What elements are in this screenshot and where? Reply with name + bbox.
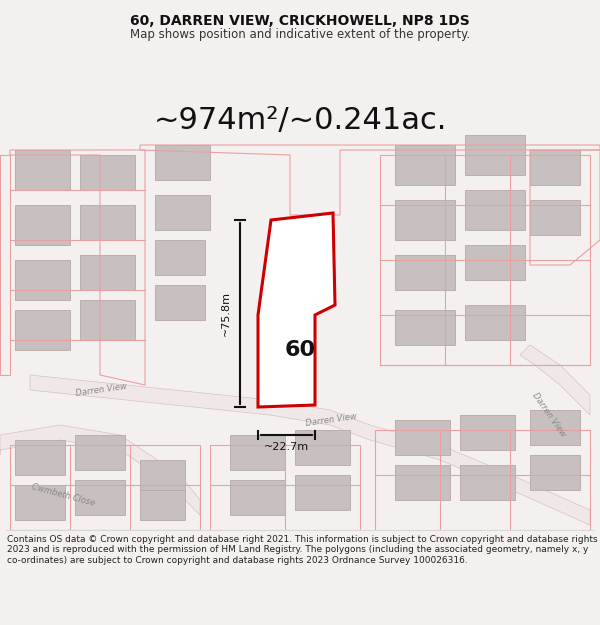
Bar bbox=[15, 310, 70, 350]
Bar bbox=[140, 490, 185, 520]
Bar bbox=[395, 255, 455, 290]
Bar bbox=[465, 135, 525, 175]
Bar bbox=[80, 205, 135, 240]
Bar bbox=[15, 150, 70, 190]
Bar bbox=[295, 430, 350, 465]
Bar bbox=[155, 145, 210, 180]
Text: Darren View: Darren View bbox=[305, 412, 358, 428]
Bar bbox=[395, 465, 450, 500]
Text: Cwmbeth Close: Cwmbeth Close bbox=[30, 482, 95, 508]
Bar bbox=[15, 205, 70, 245]
Text: ~974m²/~0.241ac.: ~974m²/~0.241ac. bbox=[154, 106, 446, 134]
Bar bbox=[295, 475, 350, 510]
Bar bbox=[155, 240, 205, 275]
Bar bbox=[530, 455, 580, 490]
Bar bbox=[395, 145, 455, 185]
Bar bbox=[80, 255, 135, 290]
Bar bbox=[395, 200, 455, 240]
Bar bbox=[530, 410, 580, 445]
Bar bbox=[230, 480, 285, 515]
Polygon shape bbox=[258, 213, 335, 407]
Bar bbox=[395, 420, 450, 455]
Bar bbox=[465, 305, 525, 340]
Text: 60: 60 bbox=[284, 340, 316, 360]
Bar bbox=[530, 200, 580, 235]
Bar bbox=[230, 435, 285, 470]
Text: Contains OS data © Crown copyright and database right 2021. This information is : Contains OS data © Crown copyright and d… bbox=[7, 535, 598, 564]
Bar bbox=[465, 245, 525, 280]
Bar bbox=[155, 285, 205, 320]
Bar bbox=[140, 460, 185, 490]
Polygon shape bbox=[520, 345, 590, 415]
Bar bbox=[460, 465, 515, 500]
Text: Darren View: Darren View bbox=[75, 382, 127, 398]
Text: Darren View: Darren View bbox=[530, 391, 567, 439]
Text: ~75.8m: ~75.8m bbox=[221, 291, 231, 336]
Bar bbox=[15, 485, 65, 520]
Bar bbox=[75, 435, 125, 470]
Polygon shape bbox=[30, 375, 590, 525]
Polygon shape bbox=[0, 425, 200, 515]
Bar bbox=[465, 190, 525, 230]
Text: 60, DARREN VIEW, CRICKHOWELL, NP8 1DS: 60, DARREN VIEW, CRICKHOWELL, NP8 1DS bbox=[130, 14, 470, 28]
Bar bbox=[15, 440, 65, 475]
Bar bbox=[460, 415, 515, 450]
Bar bbox=[80, 155, 135, 190]
Bar bbox=[395, 310, 455, 345]
Bar bbox=[155, 195, 210, 230]
Bar bbox=[75, 480, 125, 515]
Bar bbox=[80, 300, 135, 340]
Bar bbox=[15, 260, 70, 300]
Text: Map shows position and indicative extent of the property.: Map shows position and indicative extent… bbox=[130, 28, 470, 41]
Bar bbox=[530, 150, 580, 185]
Text: ~22.7m: ~22.7m bbox=[264, 442, 309, 452]
